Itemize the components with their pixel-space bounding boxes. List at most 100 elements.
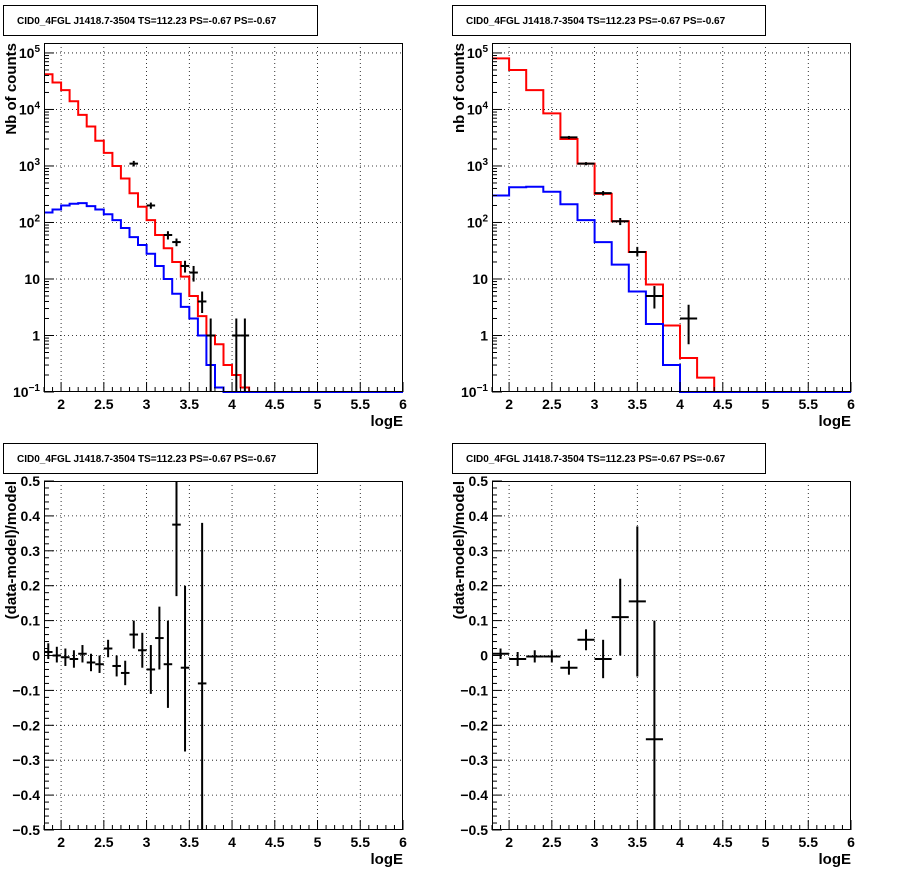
x-tick-label: 2.5 [94,396,114,412]
model-source-step-line [44,202,403,393]
data-point [645,620,663,830]
x-tick-label: 3.5 [180,834,200,850]
data-point [78,645,87,663]
data-point [95,655,104,673]
data-point [560,660,578,675]
y-tick-label: −0.5 [12,822,40,838]
x-tick-label: 4.5 [713,396,733,412]
data-point [103,639,113,658]
data-point [129,160,139,167]
data-point [611,218,629,226]
x-tick-label: 2 [505,834,513,850]
y-axis-title: Nb of counts [3,43,20,135]
y-tick-label: 1 [480,327,488,343]
y-tick-label: 0 [480,648,488,664]
y-tick-label: 105 [467,44,489,61]
x-tick-label: 5 [762,396,770,412]
chart-panel-1: CID0_4FGL J1418.7-3504 TS=112.23 PS=-0.6… [3,5,407,430]
data-point [180,585,190,752]
x-tick-label: 2 [505,396,513,412]
data-point [628,246,646,257]
x-tick-label: 4 [228,834,236,850]
x-tick-label: 6 [399,396,407,412]
plot-frame [492,43,851,392]
y-tick-label: 104 [19,100,41,117]
chart-panel-4: CID0_4FGL J1418.7-3504 TS=112.23 PS=-0.6… [451,443,855,868]
y-tick-label: 10 [24,271,40,287]
x-tick-label: 2 [57,834,65,850]
chart-title-box [3,443,318,474]
y-tick-label: 0.5 [21,473,41,489]
x-tick-label: 4.5 [265,834,285,850]
data-point [129,620,139,649]
data-point [611,578,629,656]
y-tick-label: −0.5 [460,822,488,838]
y-tick-label: 10−1 [461,383,488,400]
x-tick-label: 5.5 [351,396,371,412]
x-tick-label: 5 [762,834,770,850]
x-tick-label: 3 [143,396,151,412]
x-tick-label: 4.5 [713,834,733,850]
y-tick-label: 102 [19,213,41,230]
x-tick-label: 2 [57,396,65,412]
chart-title-box [452,5,766,36]
y-tick-label: −0.1 [12,682,40,698]
y-axis-title: nb of counts [451,43,468,133]
y-tick-label: 105 [19,44,41,61]
chart-title-box [452,443,766,474]
y-tick-label: 103 [19,157,41,174]
data-point [44,643,53,659]
x-axis-title: logE [819,413,852,430]
x-tick-label: 2.5 [542,834,562,850]
data-point [492,648,510,659]
x-tick-label: 6 [847,396,855,412]
y-tick-label: 0 [32,648,40,664]
y-tick-label: 0.5 [469,473,489,489]
y-tick-label: 0.4 [21,508,41,524]
data-point [120,660,130,686]
y-tick-label: −0.3 [460,752,488,768]
y-tick-label: −0.4 [460,787,488,803]
data-point [172,481,181,597]
y-tick-label: 0.4 [469,508,489,524]
data-point [543,650,561,663]
data-point [594,191,612,196]
data-point [206,318,215,392]
data-point [628,526,646,677]
data-point [189,265,198,282]
x-tick-label: 6 [399,834,407,850]
data-point [594,639,612,679]
y-tick-label: 0.2 [469,578,489,594]
data-point [146,202,156,209]
y-tick-label: 1 [32,327,40,343]
y-tick-label: 0.1 [21,613,41,629]
x-tick-label: 5.5 [799,834,819,850]
model-source-step-line [492,185,851,393]
data-point [180,260,190,273]
model-total-step-line [492,57,851,393]
x-tick-label: 3 [591,396,599,412]
data-point [240,318,250,392]
y-tick-label: 0.3 [21,543,41,559]
chart-title-box [3,5,318,36]
data-point [232,318,241,392]
y-tick-label: 10 [472,271,488,287]
data-point [680,304,698,345]
x-tick-label: 4 [676,834,684,850]
y-tick-label: −0.3 [12,752,40,768]
x-tick-label: 5 [314,396,322,412]
chart-title: CID0_4FGL J1418.7-3504 TS=112.23 PS=-0.6… [17,16,277,27]
data-point [172,238,181,247]
y-tick-label: −0.4 [12,787,40,803]
y-tick-label: −0.2 [12,717,40,733]
data-point [197,522,207,830]
x-tick-label: 4.5 [265,396,285,412]
x-tick-label: 2.5 [542,396,562,412]
data-point [577,629,595,651]
data-point [526,650,544,663]
y-axis-title: (data-model)/model [451,481,468,619]
x-tick-label: 2.5 [94,834,114,850]
data-point [138,632,147,668]
x-tick-label: 5 [314,834,322,850]
data-point [197,291,207,314]
